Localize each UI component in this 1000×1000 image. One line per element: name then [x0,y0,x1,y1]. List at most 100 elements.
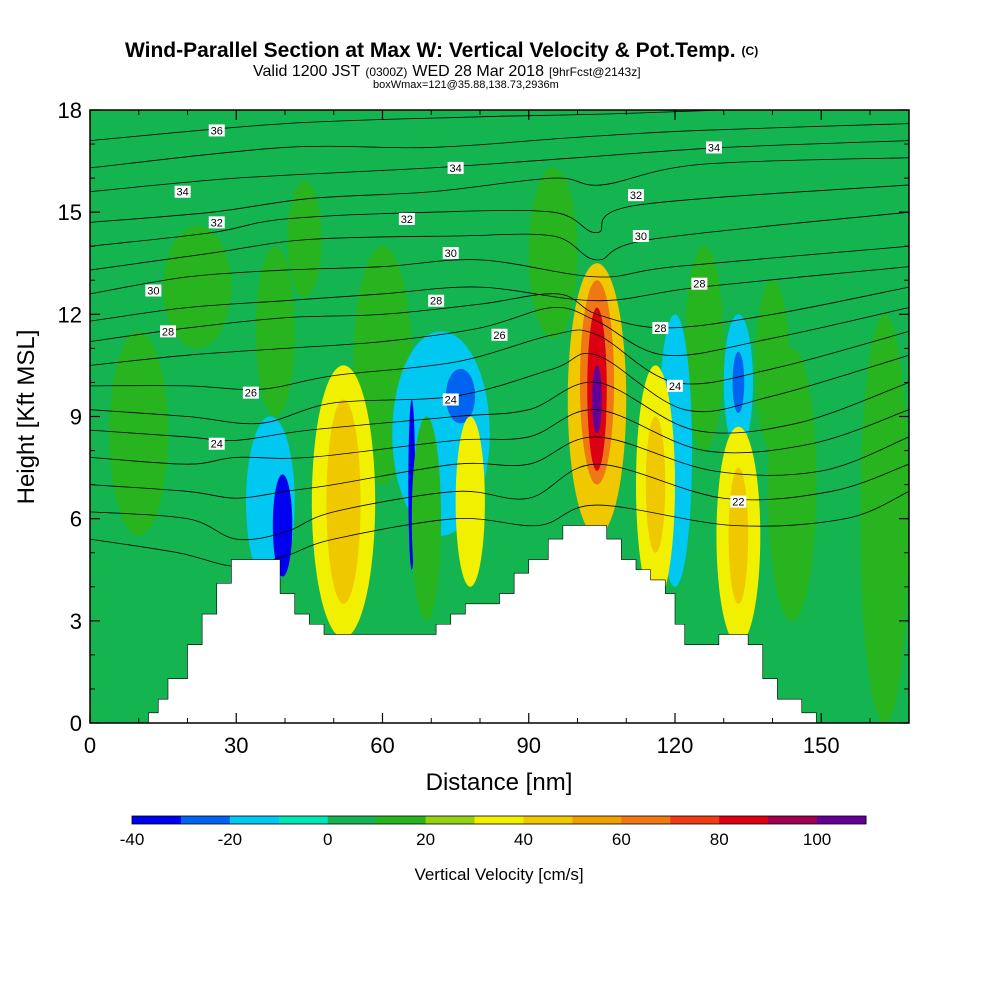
isentrope-label-bg [208,124,225,137]
terrain [90,525,909,723]
isentrope-label-text: 26 [493,330,505,342]
velocity-cell [528,167,578,339]
isentrope-line [90,307,909,366]
isentrope-label-bg [628,189,644,202]
y-tick-label: 0 [70,711,82,736]
colorbar-swatch [523,816,573,824]
y-tick-label: 12 [58,302,82,327]
colorbar-swatch [621,816,671,824]
chart-title: Wind-Parallel Section at Max W: Vertical… [125,39,758,62]
colorbar-frame [131,815,867,825]
colorbar-tick-label: -40 [120,830,145,849]
colorbar-swatch [817,816,867,824]
isentrope-label-bg [706,141,722,154]
isentrope-label: 30 [632,230,649,243]
isentrope-label: 32 [398,212,415,226]
isentrope-label-bg [208,216,225,229]
isentrope-label-bg [447,161,464,174]
isentrope-label-text: 28 [162,326,174,338]
isentrope-label: 30 [145,284,162,297]
isentrope-line [90,266,909,322]
isentrope-line [90,436,909,499]
isentrope-label: 22 [730,495,747,509]
boxwmax-note: boxWmax=121@35.88,138.73,2936m [373,79,559,91]
isentrope-label: 34 [174,185,191,199]
isentrope-label: 26 [242,386,259,400]
velocity-cell [645,416,666,553]
isentrope-line [90,123,909,169]
x-tick-label: 150 [803,733,840,758]
isentrope-line [90,463,909,541]
isentrope-label-text: 34 [177,187,189,199]
isentrope-line [90,491,909,567]
colorbar-tick-label: -20 [218,830,243,849]
isentrope-line [90,245,909,295]
isentrope-label: 26 [491,328,508,342]
isentrope-label: 34 [447,161,464,175]
colorbar-swatch [376,816,427,824]
isentrope-label-bg [242,386,259,399]
isentrope-label: 28 [652,321,669,335]
isentrope-label: 32 [208,216,225,229]
colorbar-swatch [572,816,622,824]
velocity-cell [767,348,817,621]
colorbar-tick-label: 100 [803,830,831,849]
velocity-cells [109,167,909,723]
isentrope-line [90,211,909,271]
velocity-cell [272,474,293,577]
isentrope-label-bg [442,393,459,406]
velocity-cell [445,368,476,424]
isentrope-label-text: 30 [445,248,457,260]
isentrope-label: 32 [628,189,644,202]
isentrope-label: 28 [428,294,445,308]
velocity-cell [592,365,602,434]
y-tick-label: 18 [58,98,82,123]
isentrope-label-text: 28 [430,296,442,308]
isentrope-label-bg [652,321,669,334]
colorbar: -40 -20 0 20 40 60 80 100 [120,815,867,849]
x-tick-label: 120 [657,733,694,758]
isentrope-label-text: 24 [445,394,457,406]
isentrope-label-text: 28 [693,279,705,291]
isentrope-label-bg [160,325,176,338]
isentrope-label-bg [398,212,415,225]
colorbar-swatch [474,816,524,824]
colorbar-swatch [180,816,231,824]
isentrope-label-bg [208,437,225,450]
colorbar-swatch [132,816,182,824]
isentrope-label: 24 [442,393,459,406]
plot-area: 36 34 34 34 32 32 32 30 30 30 28 28 28 28 26 26 24 24 24 22 [90,110,909,723]
isentrope-label-bg [691,277,708,290]
isentrope-line [90,329,909,391]
velocity-cell [732,351,745,414]
isentrope-label-text: 30 [635,231,647,243]
isentrope-label: 36 [208,124,225,137]
colorbar-swatch [670,816,720,824]
velocity-cell [860,314,909,723]
isentrope-line [90,157,909,223]
x-axis-label: Distance [nm] [426,769,573,796]
isentrope-label-bg [442,247,459,260]
isentrope-line [90,409,909,465]
colorbar-swatch [425,816,476,824]
isentrope-label: 30 [442,247,459,260]
y-tick-label: 3 [70,609,82,634]
x-tick-label: 90 [517,733,541,758]
isentrope-label-bg [730,495,747,508]
velocity-cell [163,225,232,349]
y-axis-label: Height [Kft MSL] [13,330,40,505]
isentrope-label-text: 30 [147,285,159,297]
velocity-cell [455,416,485,587]
isentrope-label-bg [174,185,191,198]
velocity-cell [326,399,361,604]
colorbar-tick-label: 80 [710,830,729,849]
isentrope-label-text: 32 [630,190,642,202]
colorbar-swatch [768,816,818,824]
isentrope-label-text: 34 [450,163,462,175]
x-tick-label: 0 [84,733,96,758]
isentrope-label-text: 32 [401,214,413,226]
colorbar-title: Vertical Velocity [cm/s] [414,865,583,884]
isentrope-label-text: 34 [708,142,720,154]
y-tick-label: 6 [70,507,82,532]
